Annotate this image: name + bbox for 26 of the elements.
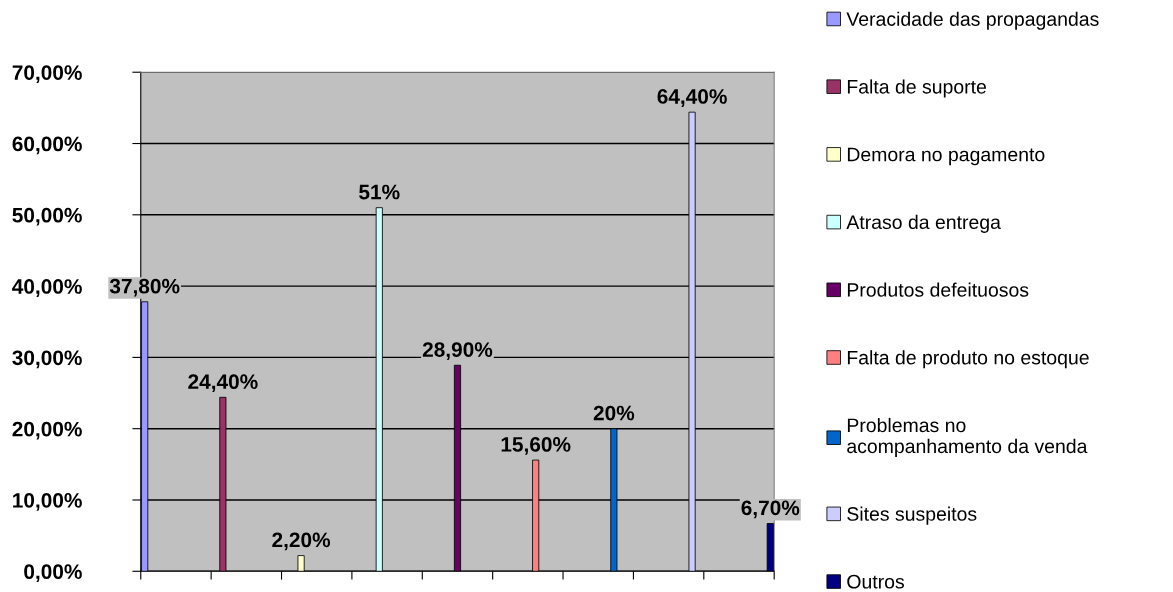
data-label: 20%	[593, 405, 635, 421]
y-tick-label: 10,00%	[13, 492, 82, 511]
legend-label: Demora no pagamento	[847, 147, 1045, 166]
y-tick-label: 40,00%	[12, 279, 82, 297]
data-label: 64,40%	[657, 89, 727, 107]
data-label: 24,40%	[188, 374, 258, 393]
y-tick-label: 0,00%	[24, 564, 82, 583]
legend-label: Veracidade das propagandas	[846, 11, 1099, 30]
legend-label: Falta de suporte	[847, 79, 986, 98]
legend-label: Outros	[847, 574, 904, 589]
y-tick-label: 50,00%	[12, 207, 82, 226]
y-tick-label: 30,00%	[12, 350, 82, 369]
y-tick-label: 70,00%	[12, 65, 82, 83]
y-tick-label: 60,00%	[12, 136, 82, 155]
data-label: 15,60%	[501, 437, 571, 455]
legend-label: Falta de produto no estoque	[847, 350, 1089, 369]
legend-label: Problemas no acompanhamento da venda	[847, 417, 1088, 457]
legend-label: Sites suspeitos	[847, 506, 977, 525]
data-label: 51%	[359, 184, 400, 200]
legend-label: Atraso da entrega	[846, 214, 1001, 233]
data-label: 6,70%	[741, 500, 800, 519]
data-label: 28,90%	[422, 342, 493, 360]
y-tick-label: 20,00%	[12, 421, 82, 440]
data-label: 37,80%	[109, 278, 180, 297]
legend-label: Produtos defeituosos	[847, 282, 1029, 297]
data-label: 2,20%	[272, 532, 331, 551]
